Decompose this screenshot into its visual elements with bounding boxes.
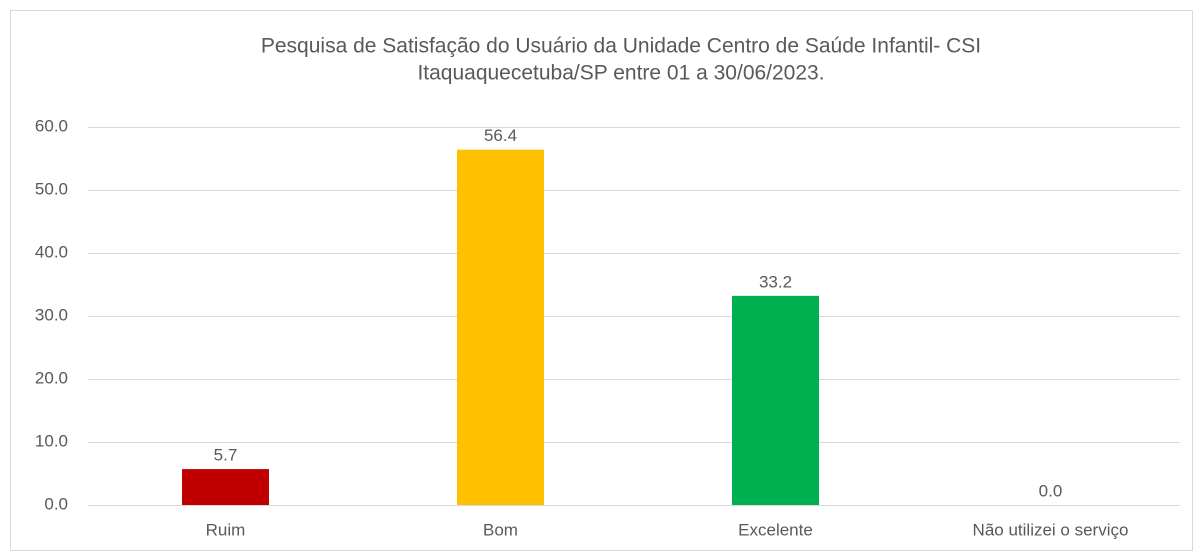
bar bbox=[732, 295, 819, 505]
y-tick-label: 60.0 bbox=[35, 116, 68, 135]
data-label: 0.0 bbox=[1039, 481, 1063, 500]
chart-frame bbox=[10, 10, 1193, 551]
chart-title: Itaquaquecetuba/SP entre 01 a 30/06/2023… bbox=[417, 62, 824, 85]
x-tick-label: Ruim bbox=[206, 520, 246, 539]
y-tick-label: 50.0 bbox=[35, 179, 68, 198]
y-tick-label: 40.0 bbox=[35, 242, 68, 261]
chart-title: Pesquisa de Satisfação do Usuário da Uni… bbox=[261, 35, 981, 58]
y-tick-label: 30.0 bbox=[35, 305, 68, 324]
x-tick-label: Bom bbox=[483, 520, 518, 539]
y-tick-label: 0.0 bbox=[44, 494, 68, 513]
bar bbox=[457, 149, 544, 505]
y-tick-label: 20.0 bbox=[35, 368, 68, 387]
data-label: 56.4 bbox=[484, 126, 517, 145]
bar bbox=[182, 469, 269, 505]
y-tick-label: 10.0 bbox=[35, 431, 68, 450]
x-tick-label: Excelente bbox=[738, 520, 813, 539]
data-label: 33.2 bbox=[759, 272, 792, 291]
x-tick-label: Não utilizei o serviço bbox=[973, 520, 1129, 539]
data-label: 5.7 bbox=[214, 446, 238, 465]
